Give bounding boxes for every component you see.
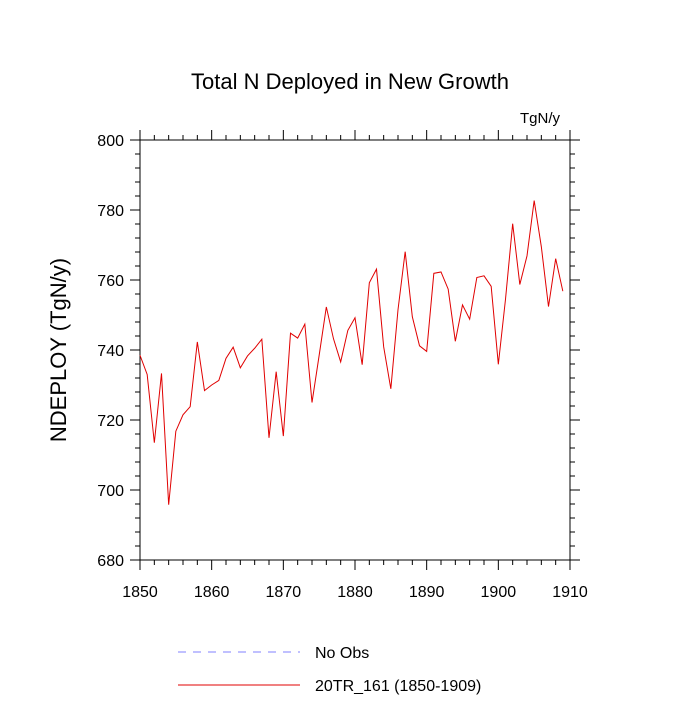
x-tick-label: 1860 [194, 584, 230, 601]
legend-label: No Obs [315, 645, 369, 662]
units-label: TgN/y [520, 110, 561, 127]
legend: No Obs 20TR_161 (1850-1909) [178, 645, 481, 695]
x-tick-label: 1850 [122, 584, 158, 601]
y-tick-label: 780 [97, 203, 124, 220]
legend-label: 20TR_161 (1850-1909) [315, 678, 481, 695]
x-tick-label: 1900 [481, 584, 517, 601]
y-tick-label: 740 [97, 343, 124, 360]
chart-title: Total N Deployed in New Growth [191, 69, 509, 94]
y-tick-label: 760 [97, 273, 124, 290]
plot-frame [139, 139, 571, 561]
x-tick-label: 1890 [409, 584, 445, 601]
y-tick-label: 700 [97, 483, 124, 500]
y-tick-label: 680 [97, 553, 124, 570]
x-tick-label: 1880 [337, 584, 373, 601]
axes: 1850 1860 1870 1880 1890 1900 1910 680 700 720 740… [97, 130, 588, 601]
y-tick-label: 720 [97, 413, 124, 430]
x-tick-label: 1870 [266, 584, 302, 601]
series-line [139, 200, 564, 505]
data-series [139, 200, 564, 505]
x-tick-label: 1910 [552, 584, 588, 601]
y-tick-label: 800 [97, 133, 124, 150]
y-axis-label: NDEPLOY (TgN/y) [46, 258, 71, 442]
